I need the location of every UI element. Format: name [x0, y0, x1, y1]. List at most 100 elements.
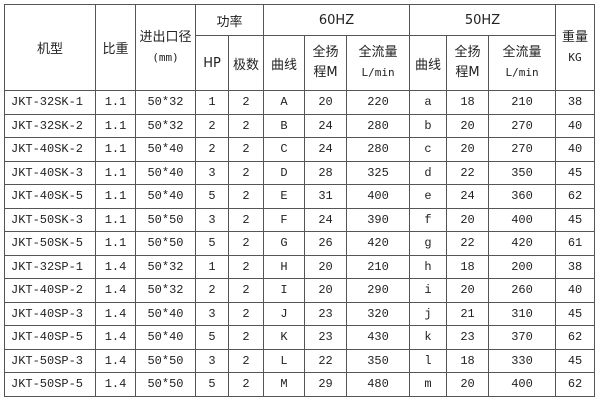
table-cell: 2: [195, 137, 229, 162]
table-cell: 23: [304, 325, 348, 350]
table-row: JKT-40SK-2 1.1 50*40 2 2 C 24 280 c 20 270 40: [4, 137, 596, 162]
table-cell: 5: [195, 231, 229, 256]
table-cell: 2: [227, 137, 265, 162]
table-cell: 24: [304, 113, 348, 138]
table-cell: 420: [488, 231, 557, 256]
table-cell: j: [409, 301, 448, 326]
table-cell: 220: [346, 90, 411, 115]
table-cell: 45: [555, 301, 596, 326]
table-cell: 330: [488, 348, 557, 373]
table-cell: 20: [304, 90, 348, 115]
table-cell: 50*32: [135, 254, 196, 279]
table-cell: 40: [555, 278, 596, 303]
table-cell: g: [409, 231, 448, 256]
table-cell: 1.4: [95, 254, 136, 279]
table-cell: 45: [555, 207, 596, 232]
table-cell: 20: [446, 207, 490, 232]
table-cell: 280: [346, 137, 411, 162]
table-cell: 50*50: [135, 372, 196, 397]
table-cell: 2: [227, 207, 265, 232]
table-cell: a: [409, 90, 448, 115]
table-cell: 18: [446, 254, 490, 279]
table-cell: 5: [195, 372, 229, 397]
header-hp: HP: [195, 35, 229, 91]
table-cell: 28: [304, 160, 348, 185]
table-cell: 1.4: [95, 372, 136, 397]
table-cell: 20: [446, 372, 490, 397]
header-60hz: 60HZ: [263, 4, 411, 36]
port-label: 进出口径: [139, 29, 192, 45]
flow-unit: L/min: [505, 66, 539, 79]
table-cell: I: [263, 278, 306, 303]
header-head-60: 全扬程M: [304, 35, 348, 91]
table-cell: 1.1: [95, 113, 136, 138]
table-cell: 18: [446, 90, 490, 115]
table-cell: 40: [555, 137, 596, 162]
table-cell: 23: [446, 325, 490, 350]
table-cell: G: [263, 231, 306, 256]
table-cell: 420: [346, 231, 411, 256]
table-cell: 50*32: [135, 113, 196, 138]
table-cell: 50*40: [135, 160, 196, 185]
table-cell: h: [409, 254, 448, 279]
table-cell: JKT-40SP-2: [4, 278, 96, 303]
table-cell: 40: [555, 113, 596, 138]
table-cell: 1.1: [95, 231, 136, 256]
table-cell: 320: [346, 301, 411, 326]
weight-label: 重量: [562, 29, 589, 45]
table-cell: 21: [446, 301, 490, 326]
table-cell: M: [263, 372, 306, 397]
table-row: JKT-50SP-5 1.4 50*50 5 2 M 29 480 m 20 400 62: [4, 372, 596, 397]
table-cell: 2: [227, 113, 265, 138]
table-cell: 22: [304, 348, 348, 373]
table-row: JKT-40SP-5 1.4 50*40 5 2 K 23 430 k 23 370 62: [4, 325, 596, 350]
table-cell: 29: [304, 372, 348, 397]
table-cell: 18: [446, 348, 490, 373]
table-cell: 280: [346, 113, 411, 138]
table-cell: 360: [488, 184, 557, 209]
table-cell: JKT-50SP-5: [4, 372, 96, 397]
table-cell: 2: [227, 348, 265, 373]
table-cell: 1.1: [95, 160, 136, 185]
table-cell: 50*32: [135, 90, 196, 115]
table-cell: D: [263, 160, 306, 185]
flow-unit: L/min: [361, 66, 395, 79]
table-cell: JKT-50SK-5: [4, 231, 96, 256]
table-cell: 1.1: [95, 207, 136, 232]
head-label: 全扬: [312, 45, 339, 60]
table-cell: K: [263, 325, 306, 350]
table-cell: 5: [195, 325, 229, 350]
table-cell: 24: [304, 137, 348, 162]
flow-label: 全流量: [502, 45, 542, 60]
table-cell: 1: [195, 254, 229, 279]
table-cell: 62: [555, 372, 596, 397]
table-cell: 1: [195, 90, 229, 115]
table-cell: 24: [446, 184, 490, 209]
table-cell: 50*50: [135, 207, 196, 232]
table-cell: 2: [227, 325, 265, 350]
table-row: JKT-40SK-3 1.1 50*40 3 2 D 28 325 d 22 350 45: [4, 160, 596, 185]
table-cell: 50*32: [135, 278, 196, 303]
table-cell: 20: [304, 278, 348, 303]
table-cell: JKT-32SP-1: [4, 254, 96, 279]
table-row: JKT-32SP-1 1.4 50*32 1 2 H 20 210 h 18 200 38: [4, 254, 596, 279]
table-cell: 400: [346, 184, 411, 209]
table-cell: 400: [488, 372, 557, 397]
head-unit: 程M: [313, 65, 338, 80]
table-cell: d: [409, 160, 448, 185]
table-cell: 3: [195, 301, 229, 326]
table-cell: J: [263, 301, 306, 326]
table-cell: 50*40: [135, 325, 196, 350]
table-row: JKT-32SK-2 1.1 50*32 2 2 B 24 280 b 20 270 40: [4, 113, 596, 138]
table-cell: 62: [555, 184, 596, 209]
table-cell: 2: [195, 113, 229, 138]
table-cell: 210: [346, 254, 411, 279]
table-cell: l: [409, 348, 448, 373]
table-cell: 2: [195, 278, 229, 303]
table-cell: 5: [195, 184, 229, 209]
table-cell: b: [409, 113, 448, 138]
table-cell: 480: [346, 372, 411, 397]
table-cell: 325: [346, 160, 411, 185]
table-cell: 3: [195, 348, 229, 373]
header-curve-50: 曲线: [409, 35, 448, 91]
